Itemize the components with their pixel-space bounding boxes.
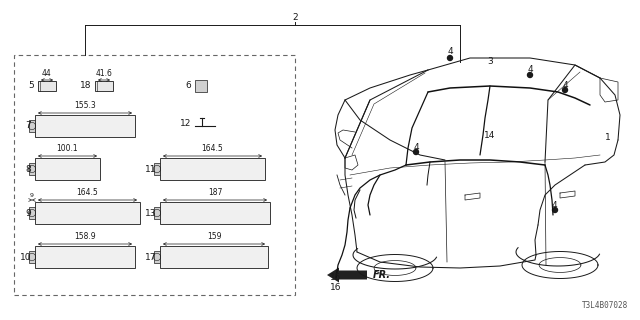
Text: 4: 4: [527, 66, 533, 75]
Bar: [35, 115, 135, 137]
Text: 9: 9: [30, 193, 34, 198]
Text: 13: 13: [145, 209, 156, 218]
Text: 16: 16: [330, 283, 342, 292]
Text: 41.6: 41.6: [95, 69, 113, 78]
Bar: [14, 55, 295, 295]
Bar: [38, 81, 56, 91]
Circle shape: [413, 149, 419, 155]
Circle shape: [563, 87, 568, 92]
Text: 164.5: 164.5: [202, 144, 223, 153]
Bar: [35, 246, 135, 268]
FancyArrow shape: [327, 268, 367, 283]
Text: 1: 1: [605, 133, 611, 142]
Bar: [29, 163, 35, 175]
Text: 187: 187: [208, 188, 222, 197]
Bar: [35, 158, 100, 180]
Text: 8: 8: [25, 164, 31, 173]
Text: 6: 6: [185, 82, 191, 91]
Text: 164.5: 164.5: [77, 188, 99, 197]
Bar: [29, 207, 35, 219]
Text: 4: 4: [562, 81, 568, 90]
Text: 4: 4: [413, 143, 419, 153]
Text: 14: 14: [484, 131, 496, 140]
Text: 17: 17: [145, 252, 156, 261]
Text: 7: 7: [25, 122, 31, 131]
Text: FR.: FR.: [373, 270, 391, 280]
Text: 155.3: 155.3: [74, 101, 96, 110]
Bar: [160, 202, 270, 224]
Text: 158.9: 158.9: [74, 232, 96, 241]
Bar: [154, 207, 160, 219]
Text: T3L4B07028: T3L4B07028: [582, 301, 628, 310]
Bar: [195, 80, 207, 92]
Text: 18: 18: [79, 82, 91, 91]
Bar: [95, 81, 113, 91]
Text: 9: 9: [25, 209, 31, 218]
Bar: [29, 120, 35, 132]
Bar: [154, 163, 160, 175]
Bar: [35, 202, 140, 224]
Bar: [154, 251, 160, 263]
Circle shape: [552, 207, 557, 212]
Text: 4: 4: [551, 201, 557, 210]
Text: 4: 4: [447, 47, 453, 57]
Bar: [160, 158, 265, 180]
Circle shape: [447, 55, 452, 60]
Text: 15: 15: [330, 274, 342, 283]
Circle shape: [527, 73, 532, 77]
Text: 11: 11: [145, 164, 156, 173]
Text: 44: 44: [42, 69, 52, 78]
Text: 3: 3: [487, 58, 493, 67]
Text: 5: 5: [28, 82, 34, 91]
Bar: [29, 251, 35, 263]
Bar: [160, 246, 268, 268]
Text: 10: 10: [19, 252, 31, 261]
Text: 2: 2: [292, 13, 298, 22]
Text: 100.1: 100.1: [57, 144, 78, 153]
Text: 159: 159: [207, 232, 221, 241]
Text: 12: 12: [180, 118, 191, 127]
